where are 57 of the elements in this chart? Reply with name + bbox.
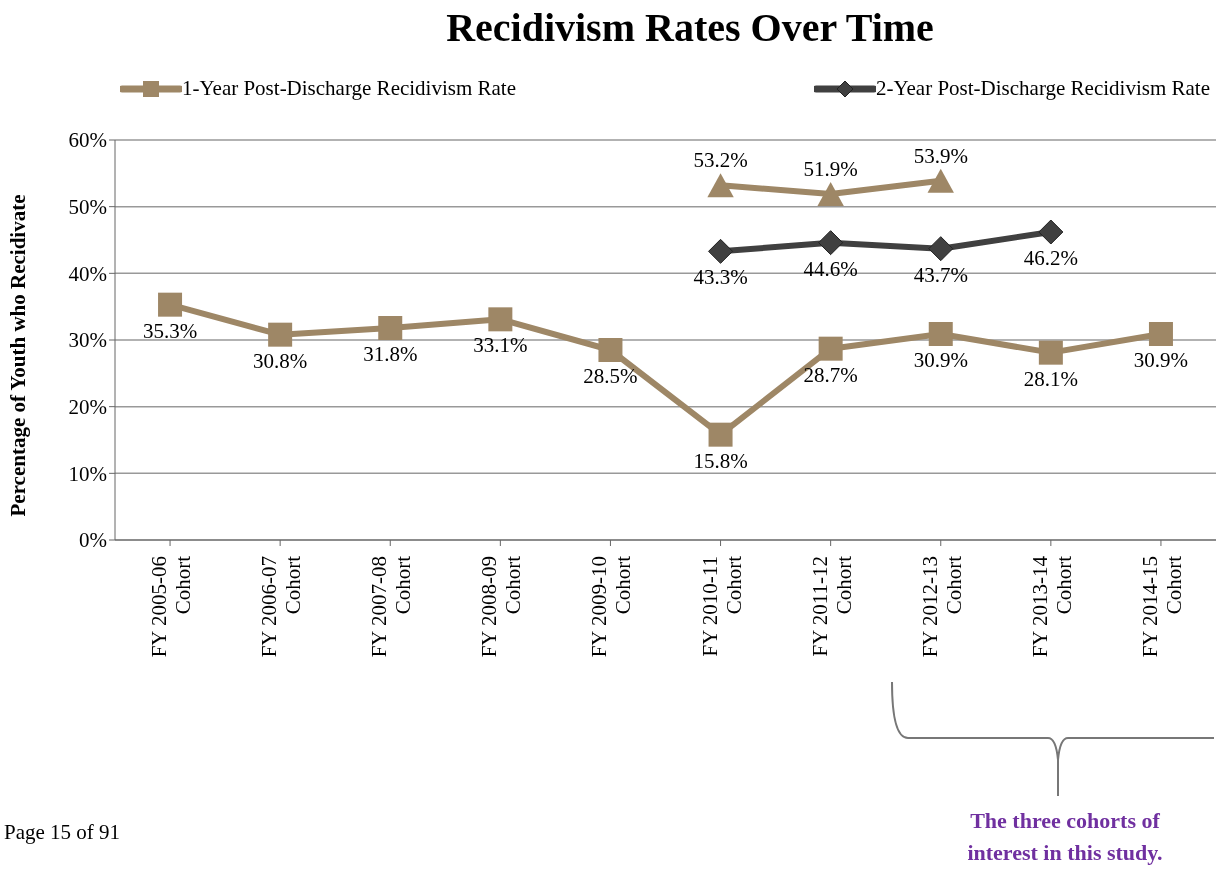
point: [488, 307, 513, 332]
data-label: 15.8%: [693, 448, 748, 473]
data-label: 28.7%: [803, 362, 858, 387]
data-label: 33.1%: [473, 333, 528, 358]
data-label: 30.9%: [913, 347, 968, 372]
point: [1148, 322, 1173, 346]
data-label: 44.6%: [803, 256, 858, 281]
point: [158, 292, 183, 317]
y-axis-title: Percentage of Youth who Recidivate: [6, 194, 32, 516]
point: [707, 173, 734, 198]
data-label: 31.8%: [363, 341, 418, 366]
legend-label: 1-Year Post-Discharge Recidivism Rate: [182, 76, 517, 101]
data-label: 30.9%: [1133, 347, 1189, 372]
y-tick-label: 60%: [68, 128, 107, 153]
x-tick-label: FY 2009-10 Cohort: [587, 555, 636, 658]
point: [928, 236, 954, 262]
x-tick-label: FY 2008-09 Cohort: [477, 555, 526, 658]
point: [598, 338, 623, 362]
point: [928, 322, 953, 346]
x-tick-label: FY 2011-12 Cohort: [807, 555, 856, 657]
x-tick-label: FY 2010-11 Cohort: [697, 555, 746, 657]
data-label: 53.2%: [693, 148, 748, 173]
y-tick-label: 50%: [68, 195, 107, 220]
point: [378, 316, 403, 340]
legend-label: 2-Year Post-Discharge Recidivism Rate: [875, 76, 1210, 101]
data-label: 28.1%: [1023, 366, 1078, 391]
point: [1038, 340, 1063, 365]
text: Page 15 of 91: [4, 820, 121, 845]
y-tick-label: 0%: [79, 528, 107, 553]
point: [708, 238, 734, 264]
data-label: 30.8%: [253, 348, 308, 373]
point: [268, 322, 293, 347]
y-tick-label: 30%: [68, 328, 107, 353]
point: [927, 168, 954, 193]
x-tick-label: FY 2007-08 Cohort: [367, 555, 416, 658]
x-tick-label: FY 2005-06 Cohort: [147, 555, 196, 658]
x-tick-label: FY 2014-15 Cohort: [1137, 555, 1186, 658]
y-tick-label: 20%: [68, 395, 107, 420]
point: [818, 336, 843, 361]
data-label: 53.9%: [913, 143, 968, 168]
x-tick-label: FY 2006-07 Cohort: [257, 555, 306, 658]
point: [817, 182, 844, 206]
y-tick-label: 40%: [68, 261, 107, 286]
data-label: 43.3%: [693, 265, 748, 290]
y-tick-label: 10%: [68, 461, 107, 486]
point: [1038, 219, 1064, 245]
data-label: 35.3%: [142, 318, 198, 343]
data-label: 43.7%: [913, 262, 968, 287]
chart-title: Recidivism Rates Over Time: [445, 4, 935, 51]
data-label: 46.2%: [1023, 245, 1078, 270]
text: The three cohorts of interest in this study.: [966, 807, 1164, 867]
data-label: 28.5%: [583, 363, 638, 388]
point: [818, 230, 844, 256]
point: [708, 422, 733, 447]
data-label: 51.9%: [803, 157, 858, 181]
x-tick-label: FY 2013-14 Cohort: [1027, 555, 1076, 658]
x-tick-label: FY 2012-13 Cohort: [917, 555, 966, 658]
